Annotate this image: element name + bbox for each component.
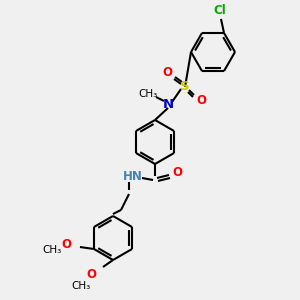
Text: CH₃: CH₃ xyxy=(138,89,158,99)
Text: O: O xyxy=(86,268,96,281)
Text: S: S xyxy=(180,80,190,94)
Text: CH₃: CH₃ xyxy=(71,281,91,291)
Text: O: O xyxy=(61,238,71,251)
Text: Cl: Cl xyxy=(214,4,226,17)
Text: CH₃: CH₃ xyxy=(42,245,62,255)
Text: O: O xyxy=(162,67,172,80)
Text: HN: HN xyxy=(123,170,143,184)
Text: O: O xyxy=(196,94,206,107)
Text: O: O xyxy=(172,167,182,179)
Text: N: N xyxy=(162,98,174,110)
